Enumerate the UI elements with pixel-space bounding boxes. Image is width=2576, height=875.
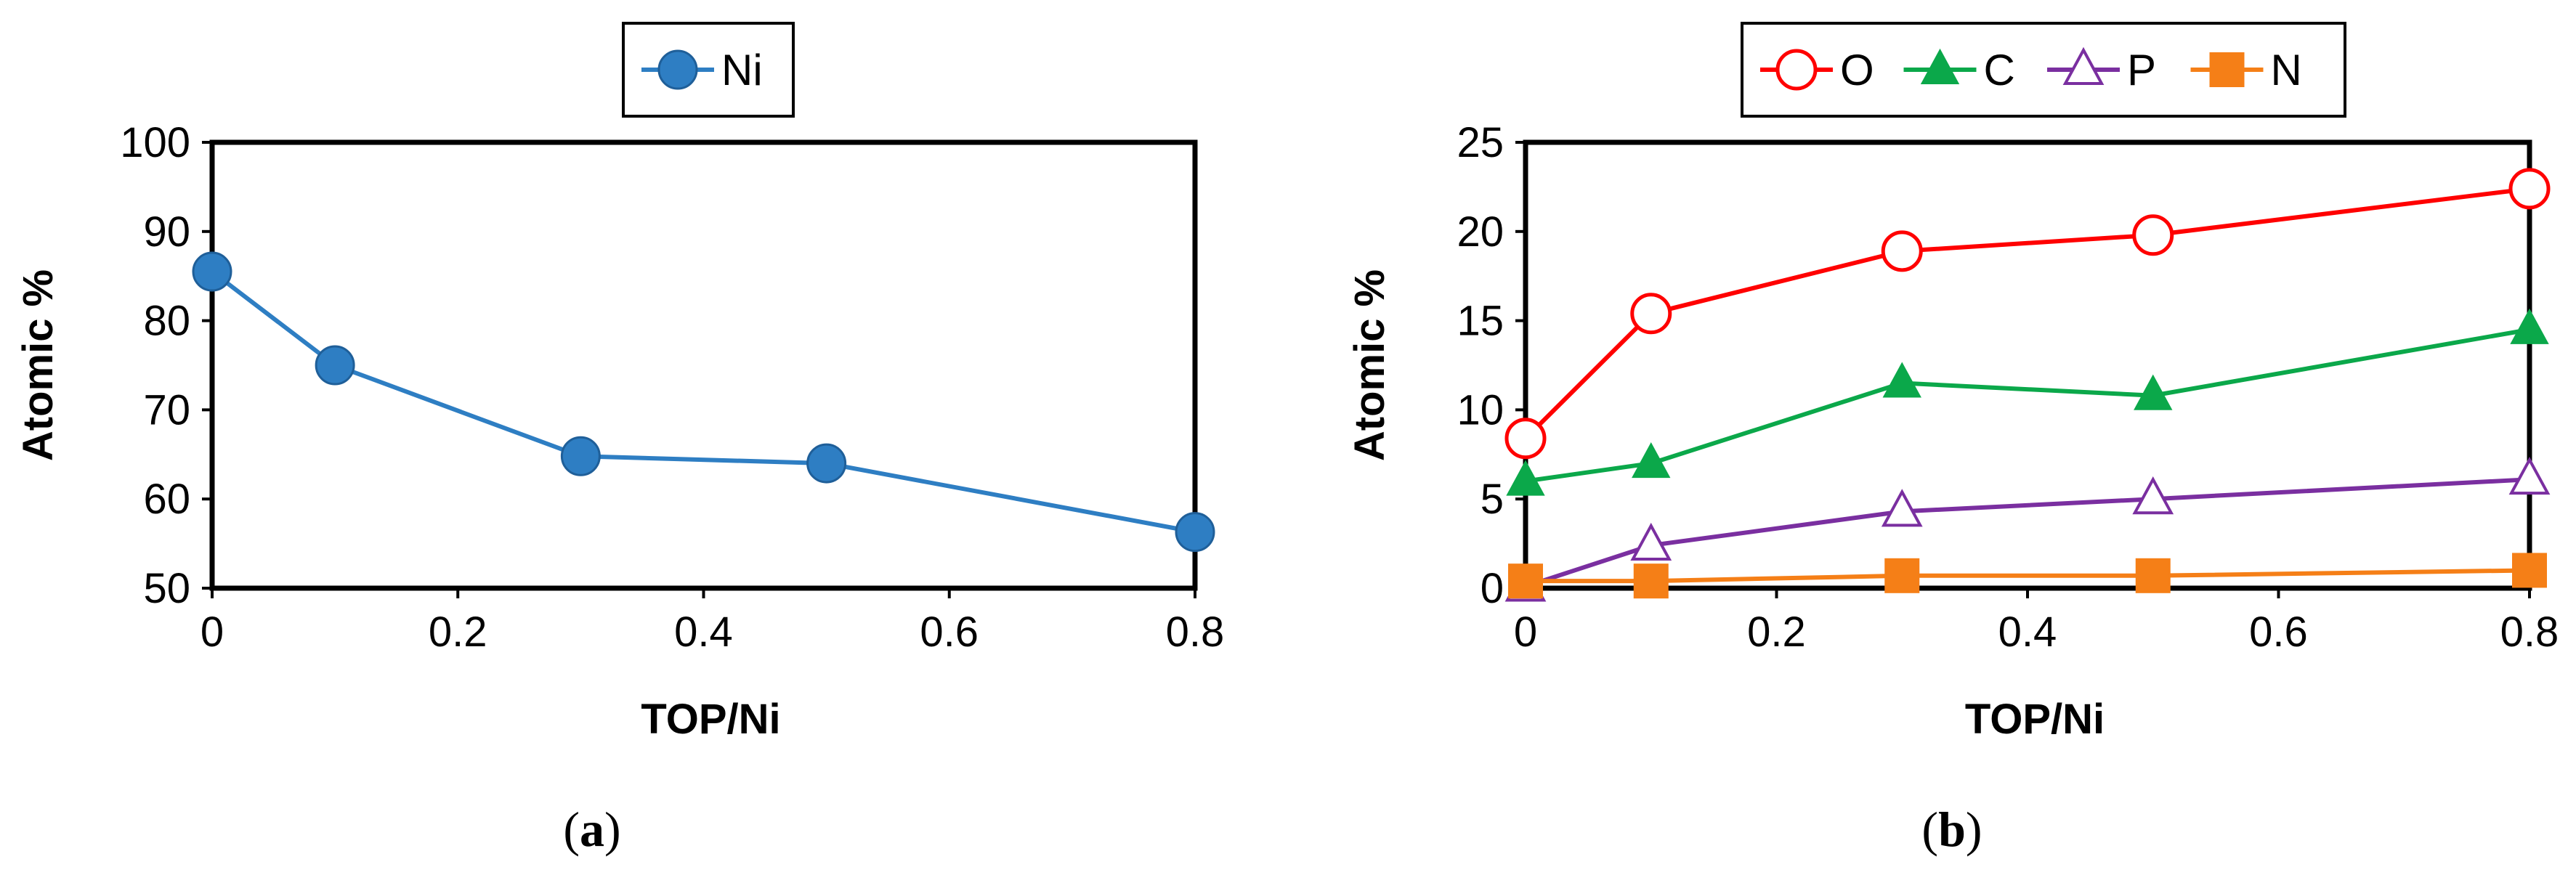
y-tick-label: 50 <box>143 565 190 612</box>
x-tick-label: 0 <box>1514 609 1537 656</box>
data-point-N <box>1633 563 1669 599</box>
y-tick-label: 5 <box>1481 476 1504 523</box>
data-point-C <box>2510 308 2549 344</box>
panel-label-letter: b <box>1938 802 1966 857</box>
x-tick-label: 0.2 <box>429 609 487 656</box>
x-tick-label: 0.6 <box>2249 609 2308 656</box>
legend-entry-Ni: Ni <box>641 46 763 94</box>
panel-label-close-paren: ) <box>1966 802 1982 857</box>
data-point-N <box>1508 563 1543 599</box>
x-tick-label: 0.6 <box>920 609 979 656</box>
x-axis-title: TOP/Ni <box>1965 696 2105 743</box>
data-point-O <box>2508 168 2551 210</box>
data-point-C <box>1506 460 1545 496</box>
legend-label: Ni <box>721 46 763 94</box>
y-tick-label: 15 <box>1457 298 1504 345</box>
y-tick-label: 0 <box>1481 565 1504 612</box>
legend-label: N <box>2271 46 2302 94</box>
series-line-O <box>1523 186 2530 440</box>
data-point-P <box>2508 456 2551 495</box>
y-tick-label: 70 <box>143 386 190 434</box>
data-point-C <box>1882 362 1921 398</box>
x-tick-label: 0.8 <box>2500 609 2559 656</box>
series-line-N <box>1526 568 2530 584</box>
legend-marker <box>657 49 698 90</box>
legend-entry-P: P <box>2047 46 2156 94</box>
chart-panel-a: 50 60 70 80 90 100 0 0.2 0.4 0.6 0.8 TOP/Ni Atomic %… <box>15 22 1225 857</box>
data-point-O <box>1630 293 1672 335</box>
data-point-Ni <box>1175 512 1215 553</box>
series-C <box>1506 308 2549 496</box>
series-O <box>1504 168 2551 460</box>
series-line-Ni <box>211 269 1196 534</box>
data-point-C <box>1632 441 1671 479</box>
legend-marker <box>2209 52 2245 87</box>
legend-entry-N: N <box>2190 46 2302 94</box>
data-point-Ni <box>560 436 601 476</box>
data-point-Ni <box>315 345 355 386</box>
data-point-O <box>2132 214 2174 256</box>
data-point-O <box>1881 230 1923 272</box>
legend-entry-C: C <box>1903 46 2015 94</box>
y-tick-label: 80 <box>143 298 190 345</box>
legend-label: P <box>2127 46 2156 94</box>
data-point-Ni <box>192 251 232 292</box>
data-point-P <box>2132 476 2174 515</box>
data-point-P <box>1881 489 1923 527</box>
panel-label-letter: a <box>580 802 604 857</box>
y-tick-label: 90 <box>143 208 190 256</box>
y-tick-label: 25 <box>1457 119 1504 166</box>
y-axis-title: Atomic % <box>15 269 62 461</box>
panel-label: (a) <box>563 802 620 857</box>
plot-frame <box>209 139 1198 591</box>
x-tick-label: 0.4 <box>1998 609 2057 656</box>
data-point-N <box>2512 553 2547 588</box>
x-tick-label: 0.4 <box>674 609 733 656</box>
y-tick-label: 10 <box>1457 386 1504 434</box>
series-P <box>1504 456 2551 602</box>
data-point-P <box>1630 522 1672 561</box>
y-tick-label: 60 <box>143 476 190 523</box>
legend-marker <box>1920 48 1960 84</box>
panel-label: (b) <box>1921 802 1982 857</box>
data-point-N <box>1884 558 1920 593</box>
y-tick-label: 20 <box>1457 208 1504 256</box>
panel-label-open-paren: ( <box>1921 802 1938 857</box>
series-line-C <box>1525 327 2530 484</box>
data-point-O <box>1504 418 1547 460</box>
panel-label-open-paren: ( <box>563 802 580 857</box>
data-point-N <box>2135 558 2171 593</box>
y-tick-label: 100 <box>120 119 190 166</box>
panel-label-close-paren: ) <box>604 802 621 857</box>
x-tick-label: 0 <box>201 609 224 656</box>
y-axis-title: Atomic % <box>1346 269 1393 461</box>
series-Ni <box>192 251 1215 553</box>
series-N <box>1508 553 2547 599</box>
legend-entry-O: O <box>1760 46 1874 94</box>
legend-marker <box>2062 46 2105 85</box>
legend-label: O <box>1840 46 1874 94</box>
x-axis-title: TOP/Ni <box>641 696 780 743</box>
data-point-C <box>2134 374 2173 410</box>
legend-marker <box>1775 49 1818 91</box>
x-tick-label: 0.8 <box>1166 609 1225 656</box>
x-tick-label: 0.2 <box>1747 609 1806 656</box>
chart-panel-b: 0 5 10 15 20 25 0 0.2 0.4 0.6 0.8 TOP/Ni Atomic % O C P… <box>1346 22 2559 857</box>
legend-label: C <box>1984 46 2015 94</box>
data-point-Ni <box>806 443 847 484</box>
